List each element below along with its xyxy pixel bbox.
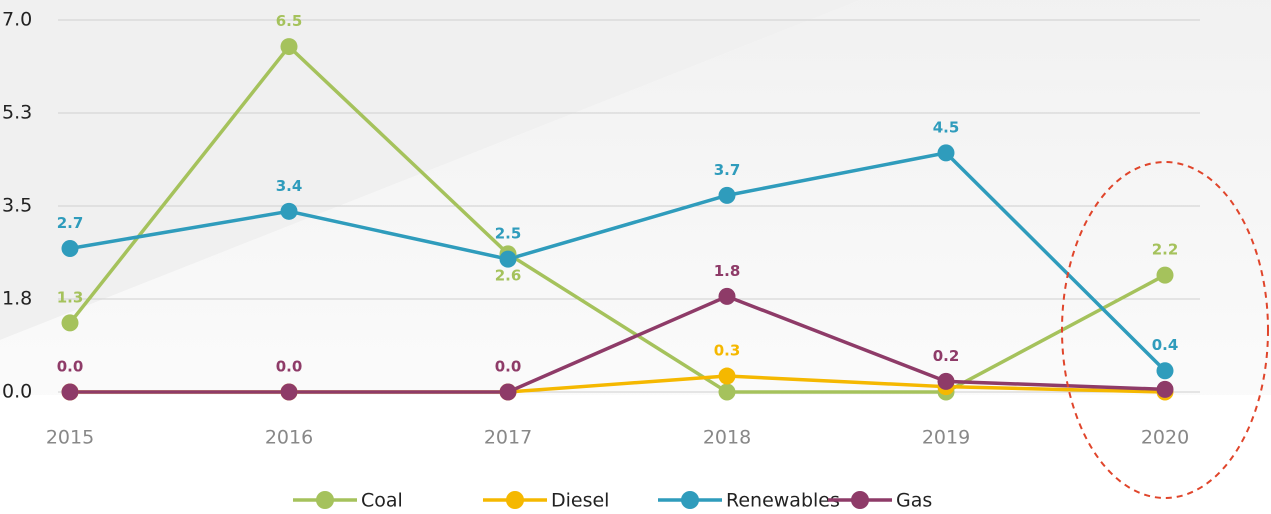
series-line (69, 150, 1167, 372)
x-tick-label: 2015 (46, 427, 94, 449)
value-label: 0.0 (495, 358, 522, 376)
data-point (1156, 380, 1174, 398)
series-line (70, 294, 1166, 394)
value-label: 4.5 (933, 118, 960, 136)
y-tick-label: 1.8 (2, 288, 32, 310)
x-tick-label: 2020 (1141, 427, 1189, 449)
x-tick-label: 2016 (265, 427, 313, 449)
data-point (499, 383, 517, 401)
y-tick-label: 7.0 (2, 9, 32, 31)
data-point (280, 383, 298, 401)
data-point (718, 383, 736, 401)
value-label: 3.4 (276, 177, 303, 195)
value-label: 1.3 (57, 288, 84, 306)
legend-swatch (316, 491, 334, 509)
data-point (499, 250, 517, 268)
data-point (280, 38, 298, 56)
y-tick-label: 5.3 (2, 102, 32, 124)
data-point (718, 287, 736, 305)
legend-label: Gas (896, 490, 932, 512)
y-tick-label: 3.5 (2, 195, 32, 217)
highlight-ellipse (1061, 161, 1269, 499)
x-tick-label: 2017 (484, 427, 532, 449)
value-label: 0.2 (933, 347, 960, 365)
legend-label: Coal (361, 490, 403, 512)
value-label: 0.3 (714, 342, 741, 360)
value-label: 2.7 (57, 214, 84, 232)
data-point (61, 314, 79, 332)
legend-label: Renewables (726, 490, 840, 512)
data-point (718, 186, 736, 204)
data-point (61, 240, 79, 258)
legend-swatch (851, 491, 869, 509)
value-label: 2.2 (1152, 241, 1179, 259)
data-point (1156, 266, 1174, 284)
value-label: 2.6 (495, 266, 522, 284)
value-label: 0.0 (276, 358, 303, 376)
value-label: 3.7 (714, 161, 741, 179)
background-shade (0, 0, 1271, 395)
x-tick-label: 2018 (703, 427, 751, 449)
data-point (280, 202, 298, 220)
value-label: 2.5 (495, 225, 522, 243)
data-point (61, 383, 79, 401)
y-tick-label: 0.0 (2, 381, 32, 403)
data-point (718, 367, 736, 385)
data-point (937, 372, 955, 390)
x-tick-label: 2019 (922, 427, 970, 449)
legend-label: Diesel (551, 490, 609, 512)
value-label: 6.5 (276, 12, 303, 30)
series-line (68, 43, 1166, 394)
data-point (937, 144, 955, 162)
value-label: 0.4 (1152, 336, 1179, 354)
legend-swatch (506, 491, 524, 509)
data-point (1156, 362, 1174, 380)
legend-swatch (681, 491, 699, 509)
value-label: 1.8 (714, 262, 741, 280)
value-label: 0.0 (57, 358, 84, 376)
